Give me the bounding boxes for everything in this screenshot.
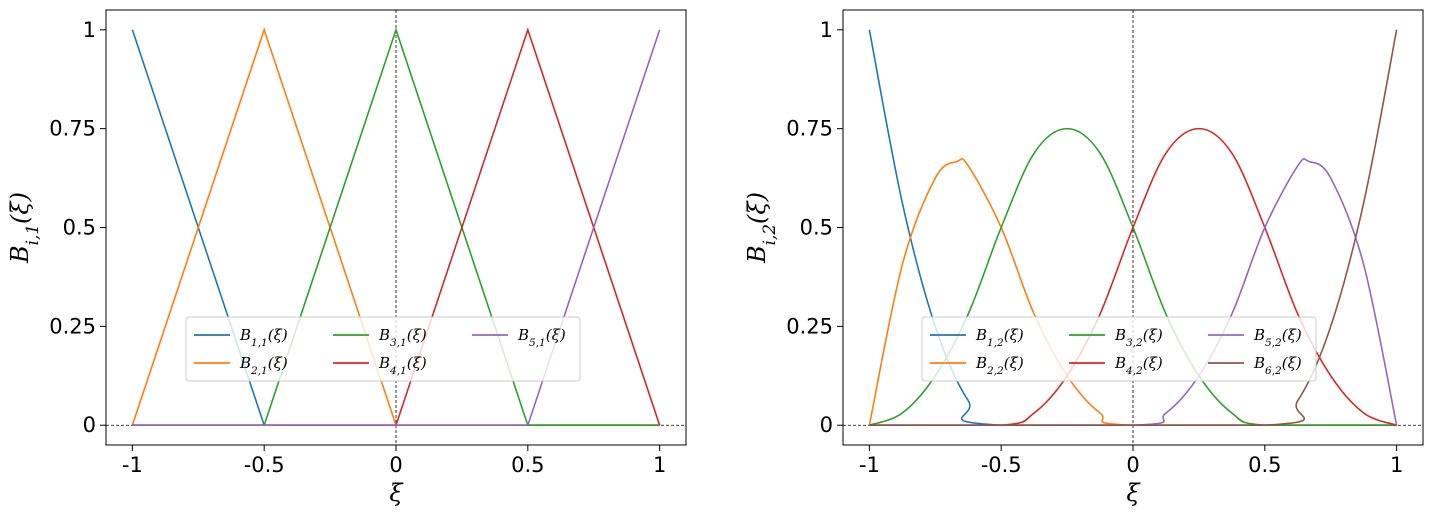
y-tick-label: 0.75 [49, 117, 96, 141]
legend-label: B1,2(ξ) [975, 326, 1024, 349]
legend-item: B5,1(ξ) [472, 326, 566, 349]
series-line-6 [869, 29, 1398, 427]
legend-item: B3,1(ξ) [333, 326, 427, 349]
legend-item: B4,1(ξ) [333, 354, 427, 377]
y-tick-label: 0.5 [63, 216, 96, 240]
x-tick-label: 1 [653, 453, 666, 477]
series-line-5 [132, 29, 661, 427]
legend-item: B1,1(ξ) [194, 326, 288, 349]
x-axis-label: ξ [389, 479, 404, 507]
y-tick-label: 0 [83, 413, 96, 437]
x-tick-label: -0.5 [244, 453, 285, 477]
legend-box [185, 316, 581, 382]
left-subplot: -1 -0.5 0 0.5 100.250.50.751ξBi,1(ξ)B1,1(ξ)B… [6, 9, 687, 507]
x-tick-label: 0 [389, 453, 402, 477]
y-axis-label: Bi,2(ξ) [743, 192, 779, 264]
legend-box [921, 316, 1317, 382]
legend: B1,1(ξ) B2,1(ξ) B3,1(ξ) B4,1(ξ) B5,1(ξ) [185, 316, 581, 382]
legend-label: B5,1(ξ) [517, 326, 566, 349]
legend-item: B4,2(ξ) [1069, 354, 1163, 377]
x-tick-label: 1 [1390, 453, 1403, 477]
legend-item: B2,1(ξ) [194, 354, 288, 377]
legend-item: B1,2(ξ) [930, 326, 1024, 349]
x-tick-label: -1 [122, 453, 143, 477]
legend-item: B3,2(ξ) [1069, 326, 1163, 349]
x-tick-label: 0.5 [511, 453, 544, 477]
legend-label: B2,1(ξ) [239, 354, 288, 377]
legend-item: B2,2(ξ) [930, 354, 1024, 377]
legend-label: B4,2(ξ) [1114, 354, 1163, 377]
x-axis-label: ξ [1126, 479, 1141, 507]
legend-label: B4,1(ξ) [378, 354, 427, 377]
series-line-2 [868, 157, 1397, 427]
right-subplot: -1 -0.5 0 0.5 100.250.50.751ξBi,2(ξ)B1,2(ξ)B… [743, 9, 1424, 507]
legend-label: B6,2(ξ) [1253, 354, 1302, 377]
legend-label: B2,2(ξ) [975, 354, 1024, 377]
y-tick-label: 1 [83, 18, 96, 42]
x-tick-label: 0.5 [1248, 453, 1281, 477]
legend-label: B1,1(ξ) [239, 326, 288, 349]
legend-item: B5,2(ξ) [1208, 326, 1302, 349]
y-tick-label: 0.25 [49, 314, 96, 338]
legend-item: B6,2(ξ) [1208, 354, 1302, 377]
series-line-5 [869, 157, 1398, 427]
legend: B1,2(ξ) B2,2(ξ) B3,2(ξ) B4,2(ξ) B5,2(ξ) B6,2(… [921, 316, 1317, 382]
x-tick-label: 0 [1126, 453, 1139, 477]
x-tick-label: -1 [859, 453, 880, 477]
y-tick-label: 0.25 [786, 314, 833, 338]
y-tick-label: 0.75 [786, 117, 833, 141]
legend-label: B3,1(ξ) [378, 326, 427, 349]
x-tick-label: -0.5 [981, 453, 1022, 477]
y-axis-label: Bi,1(ξ) [6, 192, 42, 264]
legend-label: B3,2(ξ) [1114, 326, 1163, 349]
y-tick-label: 0 [820, 413, 833, 437]
legend-label: B5,2(ξ) [1253, 326, 1302, 349]
y-tick-label: 0.5 [800, 216, 833, 240]
y-tick-label: 1 [820, 18, 833, 42]
